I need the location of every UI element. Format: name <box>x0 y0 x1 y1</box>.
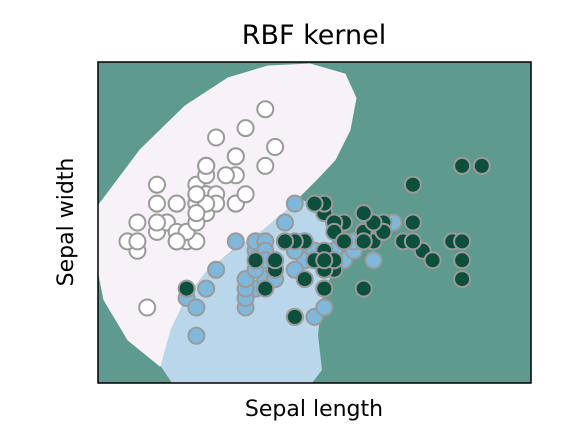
data-point-s2-21 <box>246 251 265 270</box>
data-point-s2-45 <box>315 279 334 298</box>
data-point-s1-26 <box>364 251 383 270</box>
data-point-s2-46 <box>335 232 353 251</box>
data-point-s1-10 <box>187 326 206 345</box>
data-point-s2-29 <box>403 232 422 251</box>
data-point-s0-40 <box>138 298 157 317</box>
data-point-s2-6 <box>177 279 196 298</box>
data-point-s2-30 <box>423 251 442 270</box>
data-point-s0-41 <box>128 213 147 232</box>
y-axis-label: Sepal width <box>54 158 79 287</box>
data-point-s2-47 <box>305 194 324 213</box>
data-point-s0-37 <box>128 232 147 251</box>
data-point-s0-45 <box>197 156 216 175</box>
data-point-s0-24 <box>167 194 186 213</box>
x-axis-label: Sepal length <box>245 397 383 422</box>
data-point-s0-6 <box>148 194 166 213</box>
data-point-s1-37 <box>315 298 334 317</box>
data-point-s0-18 <box>256 156 275 175</box>
data-point-s2-9 <box>403 175 422 194</box>
data-point-s0-46 <box>148 213 166 232</box>
data-point-s0-48 <box>187 204 206 223</box>
data-point-s0-42 <box>187 185 206 204</box>
data-point-s0-44 <box>167 232 186 251</box>
data-point-s2-14 <box>266 251 285 270</box>
data-point-s1-48 <box>197 279 216 298</box>
data-point-s1-43 <box>187 298 206 317</box>
data-point-s2-31 <box>472 156 491 175</box>
data-point-s2-18 <box>453 270 472 289</box>
data-point-s2-33 <box>315 251 334 270</box>
data-point-s2-43 <box>354 204 373 223</box>
data-point-s0-14 <box>266 138 285 156</box>
data-point-s0-32 <box>207 128 226 147</box>
data-point-s0-15 <box>256 100 275 119</box>
data-point-s0-47 <box>216 166 235 185</box>
data-point-s0-16 <box>226 147 245 166</box>
data-point-s2-13 <box>256 279 275 298</box>
data-point-s2-35 <box>453 232 472 251</box>
data-point-s1-35 <box>285 194 304 213</box>
data-point-s1-20 <box>276 213 294 232</box>
data-point-s2-34 <box>295 270 314 289</box>
data-point-s2-44 <box>354 232 373 251</box>
data-point-s0-36 <box>236 185 255 204</box>
data-point-s2-17 <box>453 156 472 175</box>
scatter-points <box>118 100 491 345</box>
data-point-s2-19 <box>285 307 304 326</box>
data-point-s1-9 <box>207 260 226 279</box>
data-point-s1-34 <box>226 232 245 251</box>
region-setosa <box>98 63 357 367</box>
data-point-s2-25 <box>403 213 422 232</box>
data-point-s0-33 <box>236 119 255 138</box>
data-point-s0-22 <box>148 175 166 194</box>
plot-frame <box>97 61 532 384</box>
data-point-s2-22 <box>453 251 472 270</box>
data-point-s2-8 <box>354 279 373 298</box>
data-point-s2-48 <box>276 232 294 251</box>
chart-title: RBF kernel <box>242 20 387 51</box>
